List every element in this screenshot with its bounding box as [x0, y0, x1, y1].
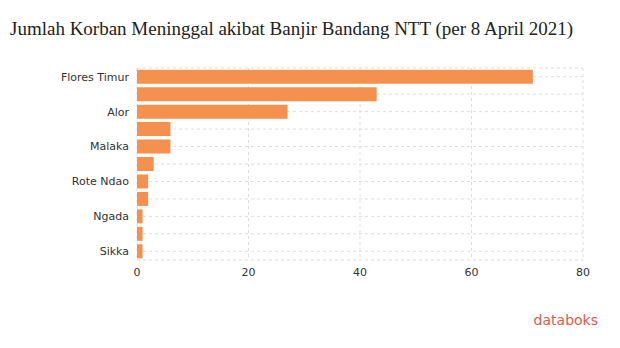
svg-text:Sikka: Sikka — [100, 245, 129, 258]
svg-text:20: 20 — [242, 266, 256, 279]
html-text:databoks: databoks — [533, 312, 598, 328]
svg-text:40: 40 — [353, 266, 367, 279]
svg-text:80: 80 — [576, 266, 590, 279]
html-text:Jumlah Korban Meninggal akibat: Jumlah Korban Meninggal akibat Banjir Ba… — [10, 18, 574, 39]
svg-text:Flores Timur: Flores Timur — [61, 71, 130, 84]
svg-text:Alor: Alor — [107, 106, 129, 119]
svg-text:Ngada: Ngada — [93, 210, 129, 223]
svg-text:Malaka: Malaka — [90, 140, 129, 153]
svg-text:60: 60 — [465, 266, 479, 279]
svg-text:0: 0 — [134, 266, 141, 279]
svg-text:Rote Ndao: Rote Ndao — [72, 175, 129, 188]
